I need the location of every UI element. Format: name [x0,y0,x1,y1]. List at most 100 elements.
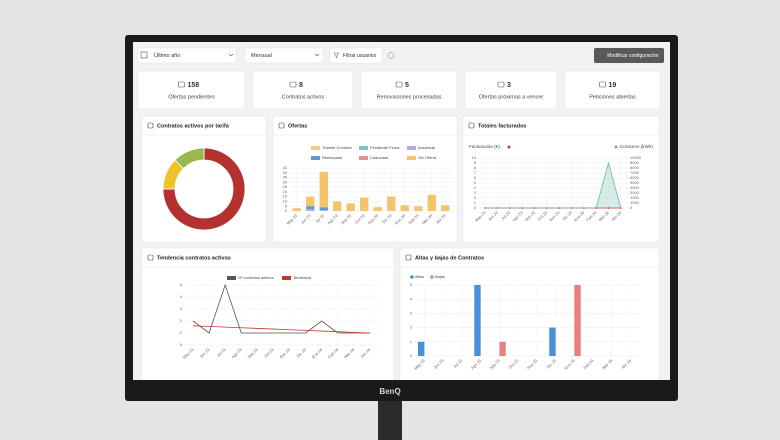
panel [399,247,660,380]
stat-value: 19 [609,82,617,89]
stat-label: Peticiones abiertas [589,94,636,100]
y2-tick-label: 3000 [630,190,640,195]
panel-icon [147,254,154,261]
y-tick-label: 2 [180,318,183,323]
monitor-stand [378,398,402,440]
bar [319,171,328,208]
y-tick-label: 5 [474,180,477,185]
y-tick-label: 1 [410,339,413,344]
legend-swatch [614,145,618,149]
stat-icon [289,81,297,88]
panel-icon [405,254,412,261]
series-line [192,283,370,334]
y-tick-label: 6 [474,175,477,180]
y-tick-label: 30 [283,179,288,184]
x-tick-label: Jul 23 [216,346,228,358]
series-line [193,325,370,334]
bar [387,196,396,211]
legend-swatch [507,145,511,149]
stat-icon [395,81,403,88]
y-tick-label: 40 [283,170,288,175]
legend-label: Bajas [435,274,445,279]
panel-title: Contratos activos por tarifa [157,123,230,129]
y-tick-label: 0 [410,353,413,358]
legend-swatch [430,275,434,279]
y-tick-label: 2 [474,195,477,200]
legend-label: Pendiente Firma [370,145,400,150]
stat-label: Ofertas próximas a vencer [479,94,544,100]
stat-card [464,70,558,110]
y2-tick-label: 5000 [630,180,640,185]
panel-title: Tendencia contratos activos [157,255,231,261]
y-tick-label: 15 [283,194,288,199]
filter-button[interactable] [329,47,383,64]
bar [319,207,328,211]
settings-label: Modificar configuración [607,53,659,59]
y-tick-label: 25 [283,184,288,189]
y-tick-label: 4 [180,294,183,299]
panel-icon [147,122,154,129]
y2-tick-label: 2000 [630,195,640,200]
panel-title: Ofertas [288,123,307,129]
panel-title: Altas y bajas de Contratos [415,255,484,261]
stat-icon [178,81,185,88]
brand-logo: BenQ [379,387,400,396]
y2-tick-label: 9000 [630,160,640,165]
panel-icon [468,122,475,129]
y-tick-label: 10 [283,199,288,204]
y-tick-label: 1 [474,200,477,205]
calendar-icon [140,51,148,59]
x-tick-label: Jul 23 [314,212,326,224]
y-tick-label: 4 [410,296,413,301]
stat-value: 158 [188,82,200,89]
legend-label: Tendencia [293,275,312,280]
y-tick-label: 1 [180,330,183,335]
stat-card [360,70,458,110]
axis-legend: Consumo (kWh) [620,144,654,149]
y-tick-label: 3 [180,306,183,311]
granularity-select[interactable] [244,47,324,64]
stat-card [564,70,661,110]
period-select[interactable] [137,47,237,64]
legend-label: Rechazada [322,155,343,160]
stat-label: Renovaciones procesadas [377,94,442,100]
legend-swatch [359,156,368,160]
axis-legend: Facturación (€) [469,144,500,149]
y-tick-label: 5 [410,282,413,287]
bar [474,285,481,356]
legend-swatch [311,146,320,150]
stat-card [137,70,246,110]
stat-card [252,70,354,110]
y2-tick-label: 6000 [630,175,640,180]
legend-label: Trámite Contrato [322,145,353,150]
bar [418,341,425,356]
bar [319,210,328,211]
stat-label: Ofertas pendientes [168,94,215,100]
legend-label: Caducada [370,155,389,160]
stat-value: 3 [507,82,511,89]
y-tick-label: 10 [472,155,477,160]
point [607,207,610,209]
y-tick-label: 5 [180,282,183,287]
bar [373,207,382,211]
legend-label: Altas [415,274,424,279]
stat-value: 8 [299,82,303,89]
legend-swatch [227,276,236,280]
bar [306,196,315,207]
settings-button[interactable] [594,48,664,63]
granularity-value: Mensual [251,53,272,59]
y-tick-label: 20 [283,189,288,194]
donut-slice [174,147,205,170]
bar [427,194,436,211]
y2-tick-label: 4000 [630,185,640,190]
y-tick-label: 7 [474,170,477,175]
y-tick-label: 3 [474,190,477,195]
panel-title: Totales facturados [478,123,527,129]
bar [400,205,409,211]
y-tick-label: 8 [474,165,477,170]
y2-tick-label: 7000 [630,170,640,175]
filter-icon [333,52,340,59]
panel [141,247,395,380]
